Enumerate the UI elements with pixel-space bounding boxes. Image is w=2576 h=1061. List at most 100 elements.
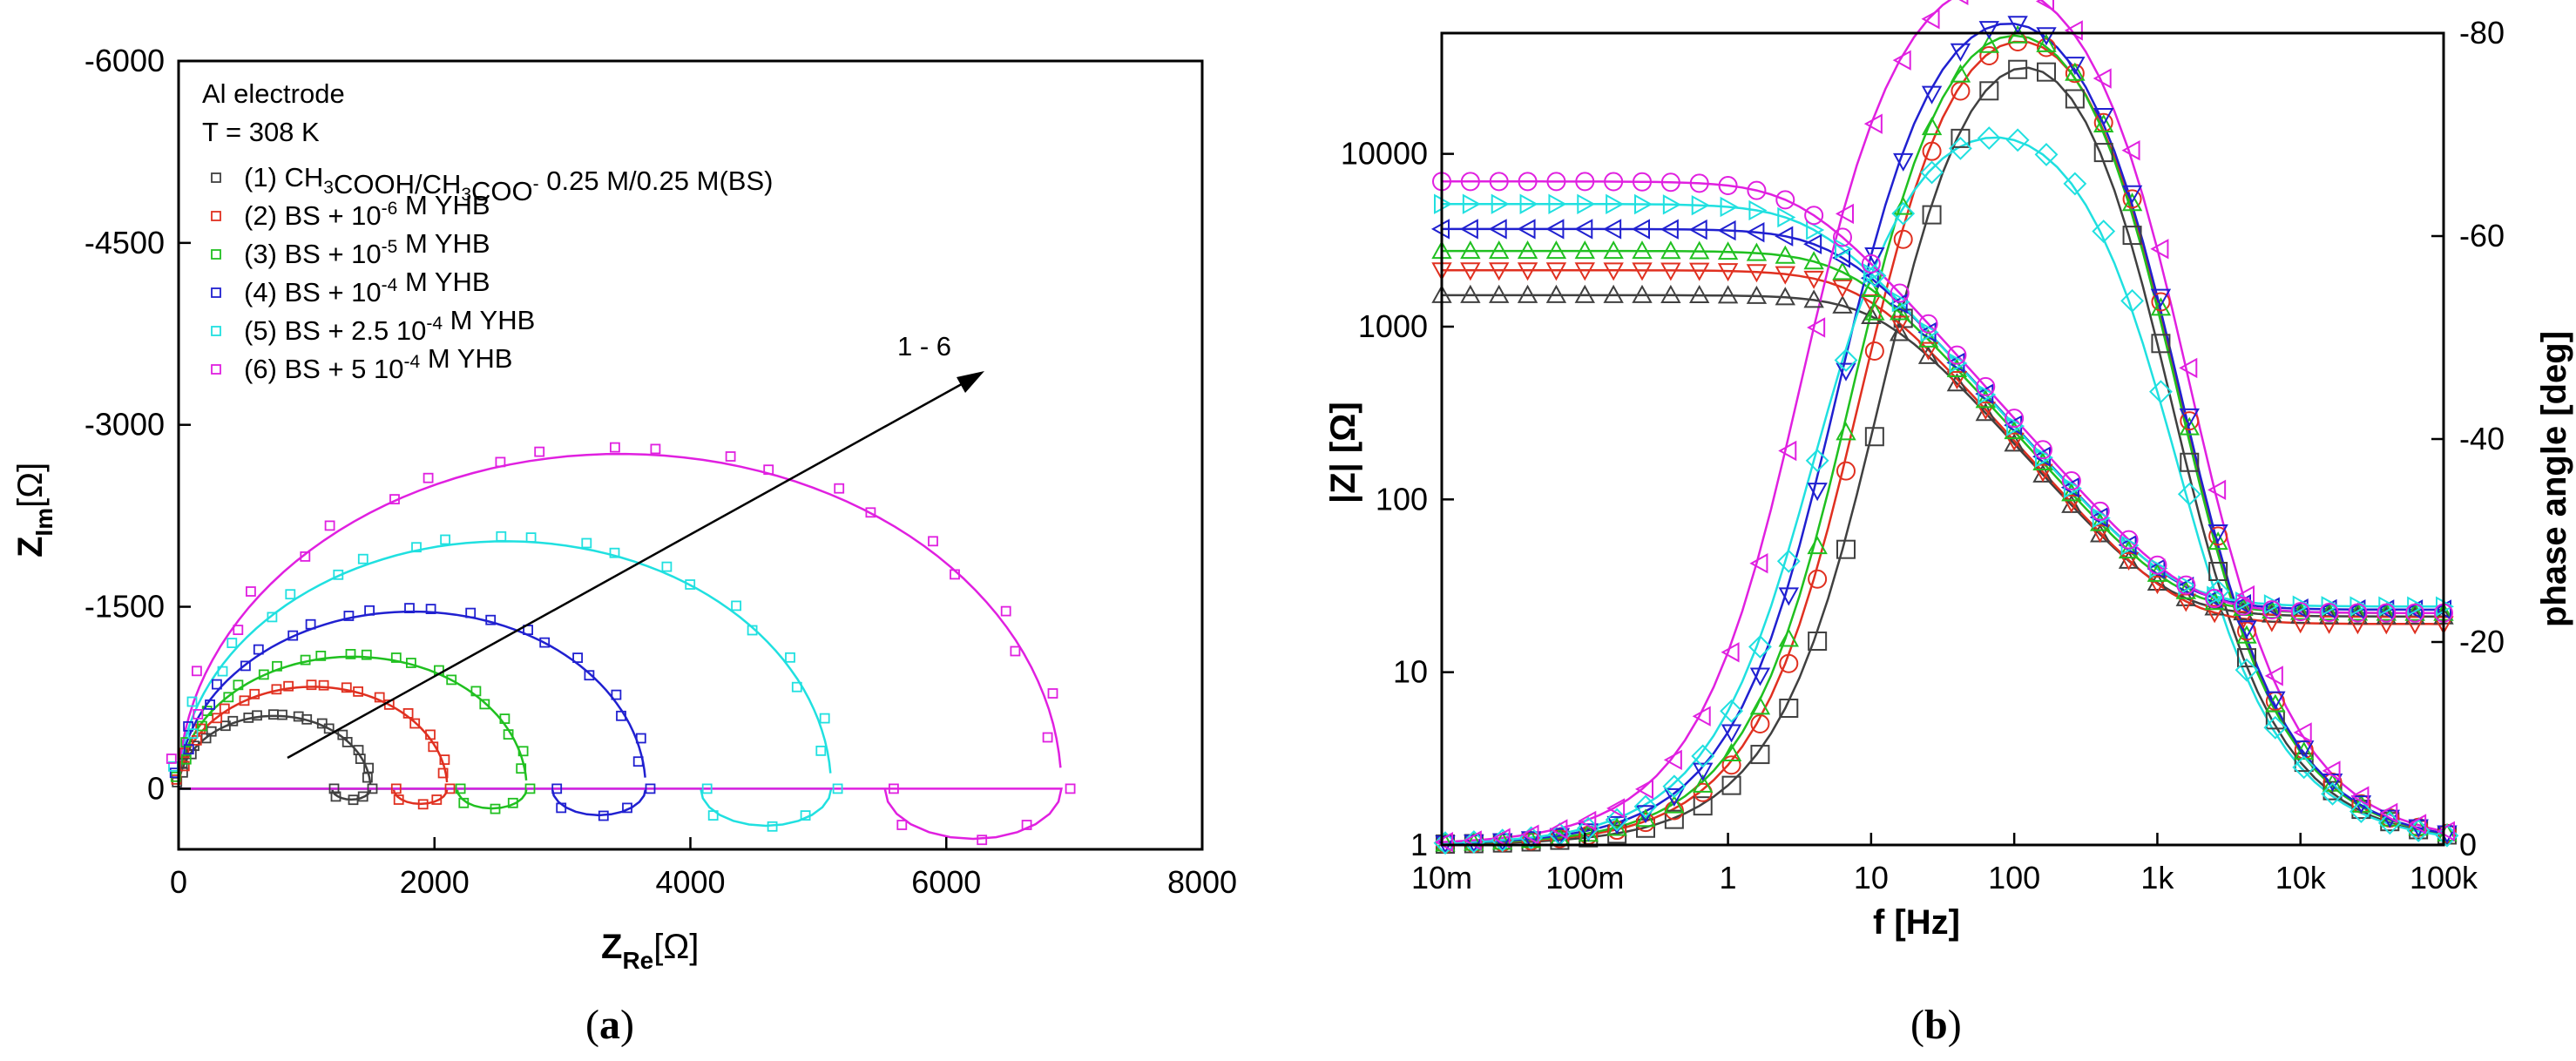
panel-b-phase-point-series-3 xyxy=(1950,64,1971,83)
panel-b-phase-point-series-6 xyxy=(2322,760,2341,781)
panel-b-magnitude-point-series-2 xyxy=(1803,270,1824,289)
panel-b-magnitude-point-series-5 xyxy=(1606,193,1625,215)
panel-b-magnitude-point-series-4 xyxy=(2376,599,2395,620)
panel-b-phase-point-series-4 xyxy=(1778,587,1799,606)
panel-a-data-point-series-4 xyxy=(425,604,436,614)
panel-a-x-ticks: 0 2000 4000 6000 8000 xyxy=(170,837,1237,900)
panel-b-magnitude-point-series-2 xyxy=(1746,264,1768,283)
panel-b-phase-point-series-5 xyxy=(2149,380,2173,404)
panel-b-right-y-tick-label: -20 xyxy=(2459,624,2505,659)
panel-b-magnitude-point-series-5 xyxy=(2178,575,2197,596)
panel-b-phase-point-series-6 xyxy=(1863,113,1883,134)
panel-b-phase-point-series-5 xyxy=(1834,348,1858,372)
panel-a-data-point-series-6 xyxy=(324,520,335,531)
panel-a-data-point-series-6 xyxy=(233,625,244,635)
panel-a-legend-text-part: (6) BS + 5 10 xyxy=(244,354,404,384)
panel-b-phase-point-series-4 xyxy=(1664,787,1685,807)
panel-b-left-y-tick-label: 1 xyxy=(1410,827,1428,862)
panel-b-phase-point-series-2 xyxy=(2037,37,2056,57)
panel-b-phase-point-series-6 xyxy=(1434,831,1453,853)
panel-b-phase-point-series-5 xyxy=(2034,143,2059,166)
panel-b-magnitude-point-series-3 xyxy=(1517,240,1538,260)
panel-a-data-point-series-5 xyxy=(217,666,228,677)
panel-b-phase-point-series-6 xyxy=(1958,0,1969,6)
panel-b-phase-point-series-4 xyxy=(2065,57,2086,76)
panel-b-phase-point-series-4 xyxy=(1693,762,1714,781)
panel-b-magnitude-point-series-2 xyxy=(1917,341,1939,361)
panel-a-y-tick-label: -6000 xyxy=(85,43,165,78)
panel-b-phase-point-series-1 xyxy=(2093,143,2113,163)
panel-a-data-point-series-5 xyxy=(187,728,199,740)
panel-a-data-point-series-2 xyxy=(409,718,421,729)
panel-a-fit-line-series-5 xyxy=(177,540,833,828)
panel-b-magnitude-point-series-3 xyxy=(1861,278,1882,297)
panel-a-data-point-series-5 xyxy=(525,532,537,543)
panel-b-magnitude-point-series-2 xyxy=(1460,262,1481,281)
panel-b-phase-point-series-2 xyxy=(2180,411,2200,431)
panel-b-plot-frame xyxy=(1440,31,2445,847)
panel-b-magnitude-point-series-4 xyxy=(1746,221,1765,243)
panel-a-legend-entry-6: (6) BS + 5 10-4 M YHB xyxy=(244,343,512,384)
panel-b-magnitude-point-series-2 xyxy=(1517,262,1538,281)
panel-a-data-point-series-4 xyxy=(364,605,375,616)
panel-b-phase-point-series-6 xyxy=(2093,68,2112,89)
panel-b-magnitude-point-series-4 xyxy=(1688,219,1707,240)
panel-b-magnitude-point-series-1 xyxy=(1689,284,1710,304)
panel-b-x-tick-label: 100 xyxy=(1988,860,2040,895)
panel-b-right-y-tick-label: -60 xyxy=(2459,218,2505,253)
panel-b-magnitude-point-series-2 xyxy=(2147,576,2168,595)
panel-b-phase-point-series-6 xyxy=(1491,828,1511,848)
panel-a-x-label-sub: Re xyxy=(622,947,653,974)
panel-b-phase-point-series-4 xyxy=(1921,85,1943,105)
panel-b-magnitude-point-series-4 xyxy=(2318,598,2337,620)
panel-a-data-point-series-6 xyxy=(763,464,774,476)
panel-b-phase-point-series-4 xyxy=(1864,247,1885,267)
panel-b-phase-point-series-5 xyxy=(2005,128,2030,152)
panel-b-phase-point-series-2 xyxy=(2237,621,2256,641)
panel-b-magnitude-point-series-4 xyxy=(1488,219,1507,240)
panel-b-caption: (b) xyxy=(1910,1002,1962,1048)
panel-b-data-points xyxy=(1430,0,2459,855)
panel-b-phase-point-series-2 xyxy=(1836,461,1856,481)
panel-b-phase-point-series-2 xyxy=(1721,755,1741,775)
panel-b-magnitude-point-series-6 xyxy=(1489,172,1509,192)
panel-b-magnitude-point-series-5 xyxy=(2035,447,2054,468)
panel-b-phase-point-series-1 xyxy=(2151,334,2171,354)
panel-b-magnitude-point-series-6 xyxy=(1546,172,1566,192)
panel-b-phase-point-series-3 xyxy=(1978,34,1999,53)
panel-b-magnitude-point-series-1 xyxy=(2376,605,2397,625)
panel-b-phase-point-series-6 xyxy=(2064,20,2083,41)
panel-b-magnitude-point-series-4 xyxy=(2404,599,2424,620)
panel-a-data-point-series-5 xyxy=(731,600,741,612)
panel-b-phase-point-series-4 xyxy=(1978,21,1999,40)
panel-a-data-point-series-4 xyxy=(240,660,251,672)
panel-b-magnitude-fit-series-5 xyxy=(1442,202,2444,608)
panel-a-data-point-series-2 xyxy=(271,684,282,695)
panel-a-data-point-series-1 xyxy=(323,723,335,734)
panel-b-magnitude-point-series-5 xyxy=(1720,196,1739,218)
panel-a-data-point-series-3 xyxy=(455,783,466,794)
panel-b-phase-point-series-1 xyxy=(1922,205,1942,225)
panel-a-legend-text-part: -4 xyxy=(382,275,398,295)
panel-b-magnitude-point-series-3 xyxy=(2004,421,2025,440)
panel-b-phase-point-series-4 xyxy=(2179,408,2200,427)
panel-a-data-point-series-2 xyxy=(239,695,250,706)
panel-b-magnitude-point-series-3 xyxy=(2175,580,2196,599)
panel-a-legend-marker-5 xyxy=(211,326,221,336)
panel-a-data-point-series-4 xyxy=(598,810,609,821)
panel-a-data-point-series-6 xyxy=(928,536,938,547)
panel-b-phase-fit-series-3 xyxy=(1441,34,2444,845)
panel-b-phase-fit-series-1 xyxy=(1441,66,2444,846)
panel-a-data-point-series-3 xyxy=(470,686,482,697)
panel-a-legend-entry-3: (3) BS + 10-5 M YHB xyxy=(244,228,490,269)
panel-b-phase-point-series-6 xyxy=(2235,585,2255,606)
panel-b-phase-point-series-4 xyxy=(2208,524,2228,544)
panel-b-magnitude-point-series-2 xyxy=(2404,616,2425,635)
panel-a-data-point-series-5 xyxy=(707,810,719,821)
panel-b-phase-point-series-6 xyxy=(1692,706,1711,726)
panel-b-magnitude-point-series-5 xyxy=(1462,193,1481,214)
panel-b-phase-point-series-6 xyxy=(1520,824,1539,845)
panel-a-data-point-series-4 xyxy=(635,733,646,744)
panel-b-magnitude-point-series-3 xyxy=(1660,240,1681,260)
panel-b-phase-point-series-3 xyxy=(2208,531,2228,551)
